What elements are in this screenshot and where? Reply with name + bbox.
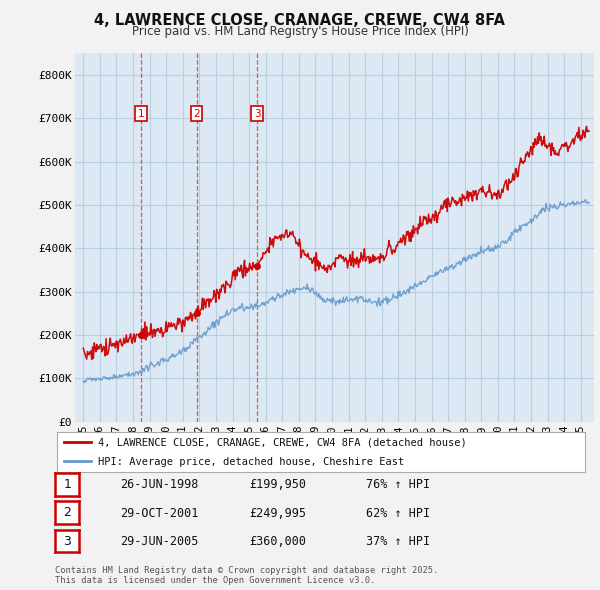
Text: 4, LAWRENCE CLOSE, CRANAGE, CREWE, CW4 8FA (detached house): 4, LAWRENCE CLOSE, CRANAGE, CREWE, CW4 8…	[98, 438, 467, 448]
Text: £199,950: £199,950	[249, 478, 306, 491]
Text: 37% ↑ HPI: 37% ↑ HPI	[366, 535, 430, 548]
Text: £360,000: £360,000	[249, 535, 306, 548]
Text: 29-OCT-2001: 29-OCT-2001	[120, 507, 199, 520]
Text: 1: 1	[137, 109, 145, 119]
Text: 26-JUN-1998: 26-JUN-1998	[120, 478, 199, 491]
Text: 4, LAWRENCE CLOSE, CRANAGE, CREWE, CW4 8FA: 4, LAWRENCE CLOSE, CRANAGE, CREWE, CW4 8…	[95, 13, 505, 28]
Text: £249,995: £249,995	[249, 507, 306, 520]
Text: Contains HM Land Registry data © Crown copyright and database right 2025.
This d: Contains HM Land Registry data © Crown c…	[55, 566, 439, 585]
Text: 76% ↑ HPI: 76% ↑ HPI	[366, 478, 430, 491]
Text: 2: 2	[193, 109, 200, 119]
Text: Price paid vs. HM Land Registry's House Price Index (HPI): Price paid vs. HM Land Registry's House …	[131, 25, 469, 38]
Text: 3: 3	[254, 109, 260, 119]
Text: 3: 3	[63, 535, 71, 548]
Text: 29-JUN-2005: 29-JUN-2005	[120, 535, 199, 548]
Text: 62% ↑ HPI: 62% ↑ HPI	[366, 507, 430, 520]
Text: HPI: Average price, detached house, Cheshire East: HPI: Average price, detached house, Ches…	[98, 457, 404, 467]
Text: 2: 2	[63, 506, 71, 519]
Text: 1: 1	[63, 478, 71, 491]
